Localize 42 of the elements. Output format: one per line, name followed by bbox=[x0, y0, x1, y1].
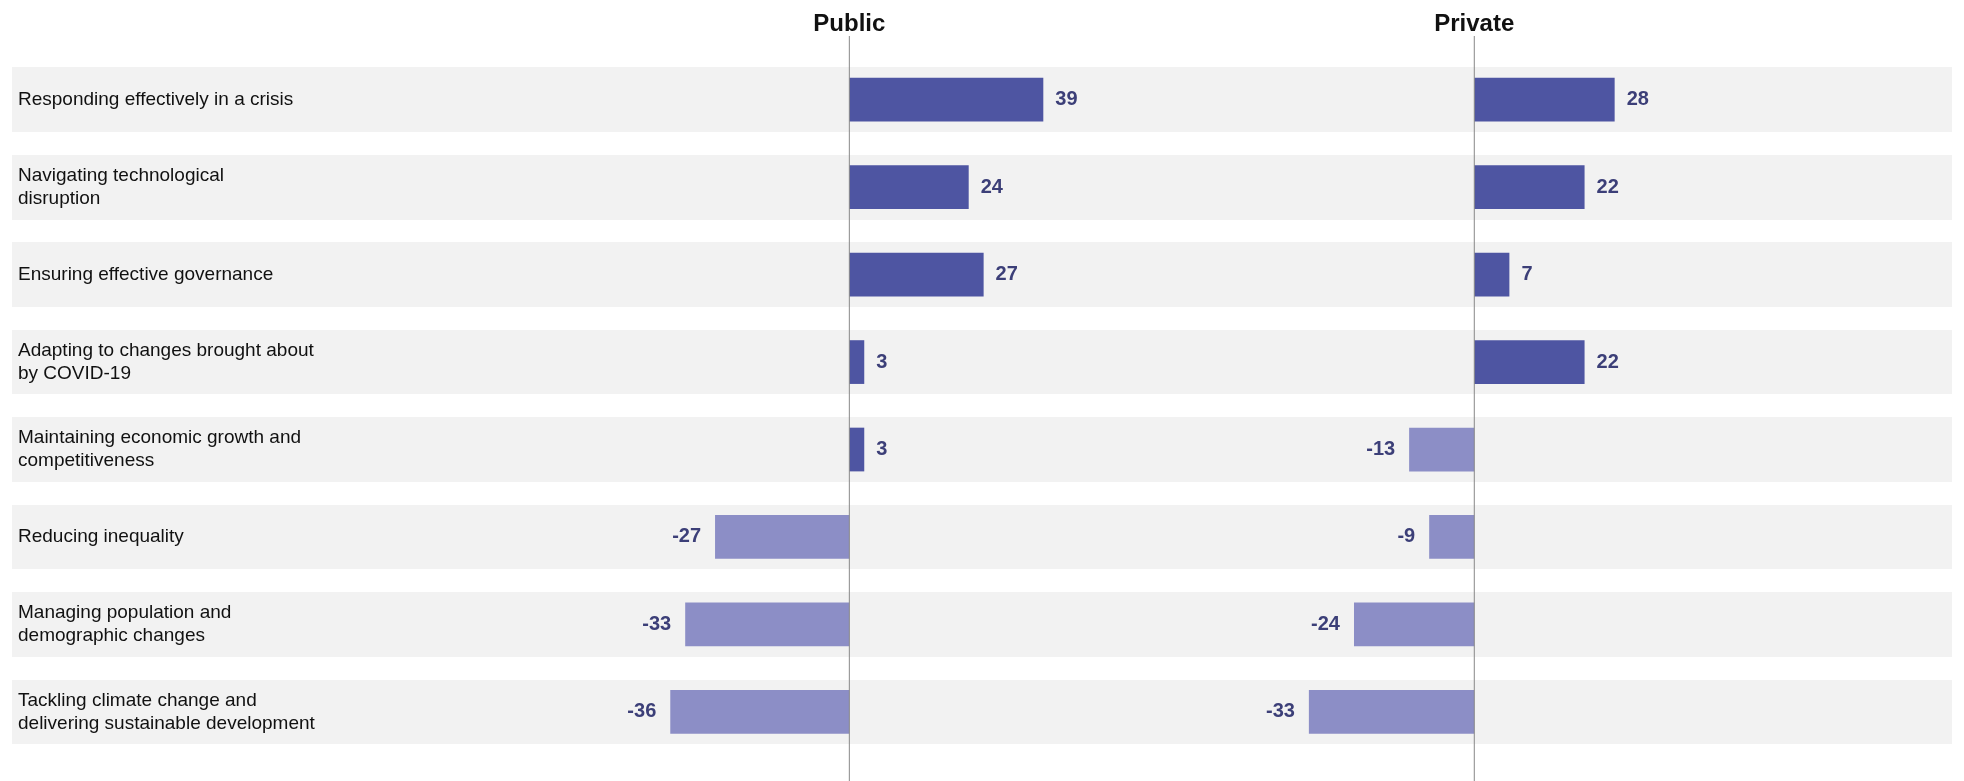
chart-title: Private bbox=[1434, 8, 1515, 36]
bar bbox=[1474, 165, 1585, 210]
data-label: 39 bbox=[1055, 87, 1078, 110]
bar bbox=[715, 515, 850, 559]
bar bbox=[1474, 252, 1510, 297]
data-label: -24 bbox=[1311, 611, 1341, 634]
y-tick-label: Tackling climate change and delivering sustainable development bbox=[18, 688, 316, 733]
bar bbox=[849, 340, 865, 384]
bar bbox=[849, 427, 865, 472]
data-label: 7 bbox=[1521, 262, 1533, 285]
data-label: 22 bbox=[1596, 349, 1619, 372]
y-tick-label: Managing population and demographic changes bbox=[18, 601, 232, 646]
bar bbox=[685, 602, 850, 647]
y-tick-label: Ensuring effective governance bbox=[18, 262, 274, 284]
data-label: -13 bbox=[1366, 437, 1396, 460]
y-tick-label: Responding effectively in a crisis bbox=[18, 87, 294, 109]
data-label: 22 bbox=[1596, 174, 1619, 197]
bar bbox=[849, 77, 1044, 122]
data-label: 27 bbox=[995, 262, 1018, 285]
data-label: -27 bbox=[672, 524, 702, 547]
data-label: 3 bbox=[876, 437, 888, 460]
bar bbox=[1308, 690, 1475, 734]
data-label: -9 bbox=[1397, 524, 1416, 547]
bar bbox=[670, 690, 850, 734]
y-tick-label: Navigating technological disruption bbox=[18, 164, 224, 208]
data-label: -36 bbox=[627, 699, 657, 722]
bar bbox=[1429, 515, 1475, 559]
chart-title: Public bbox=[813, 8, 886, 36]
bar bbox=[849, 165, 969, 210]
data-label: 24 bbox=[980, 174, 1004, 197]
data-label: 3 bbox=[876, 349, 888, 372]
y-tick-label: Reducing inequality bbox=[18, 525, 185, 547]
data-label: -33 bbox=[642, 611, 672, 634]
bar bbox=[1474, 77, 1615, 122]
data-label: -33 bbox=[1265, 699, 1295, 722]
y-tick-label: Adapting to changes brought about by COVID-19 bbox=[18, 338, 315, 383]
bar bbox=[1353, 602, 1475, 647]
data-label: 28 bbox=[1626, 87, 1649, 110]
bar bbox=[849, 252, 984, 297]
bar bbox=[1409, 427, 1475, 472]
y-tick-label: Maintaining economic growth and competitiveness bbox=[18, 426, 302, 471]
bar bbox=[1474, 340, 1585, 384]
